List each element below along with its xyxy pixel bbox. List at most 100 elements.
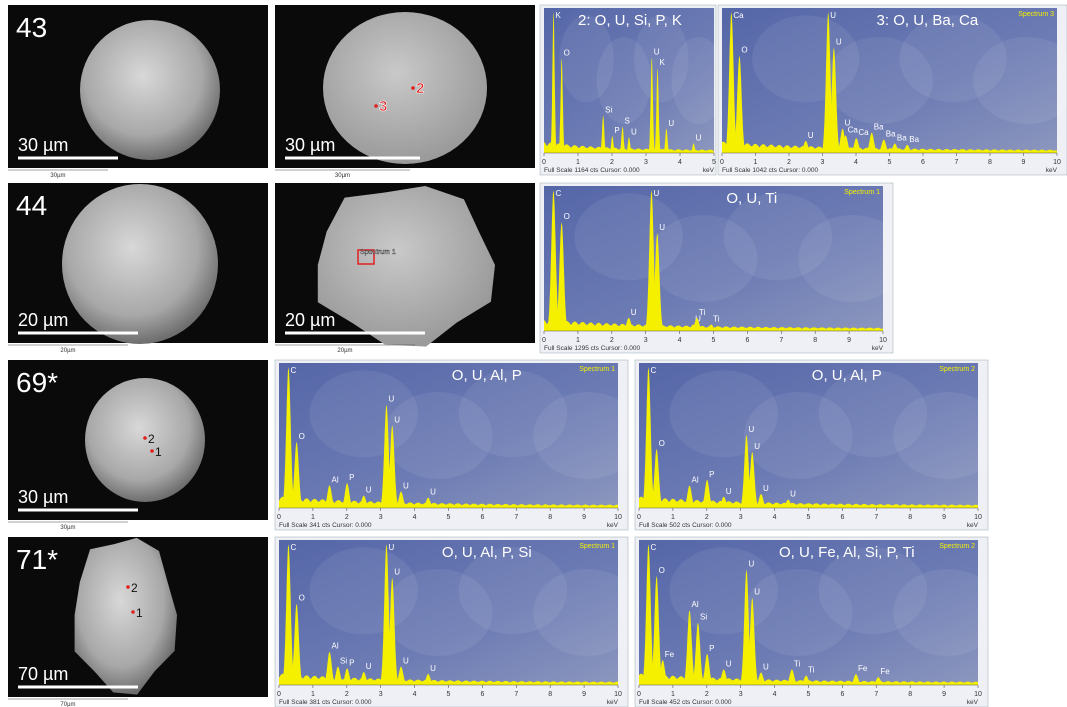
x-tick-label: 7 — [874, 691, 878, 698]
x-tick-label: 0 — [637, 691, 641, 698]
x-tick-label: 1 — [754, 159, 758, 166]
unit: keV — [1046, 167, 1058, 174]
x-tick-label: 4 — [678, 159, 682, 166]
peak-label: O — [659, 566, 665, 575]
x-tick-label: 9 — [582, 514, 586, 521]
peak-label: Ba — [909, 135, 919, 144]
spectrum-label: Spectrum 2 — [939, 543, 975, 550]
x-tick-label: 7 — [955, 159, 959, 166]
x-tick-label: 7 — [514, 691, 518, 698]
x-tick-label: 9 — [582, 691, 586, 698]
peak-label: P — [614, 126, 619, 135]
peak-label: O — [741, 46, 747, 55]
peak-label: U — [388, 543, 394, 552]
x-tick-label: 6 — [921, 159, 925, 166]
spectrum-label: Spectrum 1 — [579, 543, 615, 550]
x-tick-label: 1 — [576, 159, 580, 166]
x-tick-label: 5 — [807, 514, 811, 521]
spectrum-title: O, U, Al, P, Si — [442, 544, 532, 561]
x-tick-label: 1 — [311, 514, 315, 521]
x-tick-label: 3 — [821, 159, 825, 166]
spectrum-title: 3: O, U, Ba, Ca — [877, 12, 979, 29]
peak-label: Al — [692, 600, 699, 609]
peak-label: U — [394, 568, 400, 577]
marker-dot — [131, 610, 135, 614]
peak-label: U — [754, 588, 760, 597]
peak-label: Al — [332, 642, 339, 651]
peak-label: U — [366, 486, 372, 495]
x-tick-label: 6 — [840, 514, 844, 521]
peak-label: Ti — [808, 666, 815, 675]
x-tick-label: 4 — [678, 337, 682, 344]
particle — [80, 20, 220, 160]
x-tick-label: 5 — [712, 337, 716, 344]
peak-label: C — [290, 543, 296, 552]
peak-label: U — [836, 37, 842, 46]
x-tick-label: 0 — [542, 337, 546, 344]
spectrum-label: Spectrum 1 — [579, 366, 615, 373]
spectrum-label: Spectrum 1 — [844, 189, 880, 196]
x-tick-label: 1 — [576, 337, 580, 344]
peak-label: U — [763, 484, 769, 493]
peak-label: Ba — [886, 129, 896, 138]
x-tick-label: 7 — [779, 337, 783, 344]
peak-label: U — [653, 189, 659, 198]
peak-label: U — [366, 662, 372, 671]
x-tick-label: 10 — [1053, 159, 1061, 166]
sample-label: 69* — [16, 367, 58, 398]
x-tick-label: 10 — [974, 514, 982, 521]
peak-label: C — [650, 366, 656, 375]
x-tick-label: 10 — [879, 337, 887, 344]
peak-label: O — [299, 594, 305, 603]
caption: 20µm — [337, 348, 352, 354]
peak-label: Al — [332, 475, 339, 484]
x-tick-label: 3 — [739, 691, 743, 698]
peak-label: Ca — [848, 125, 859, 134]
peak-label: C — [650, 543, 656, 552]
footer: Full Scale 1042 cts Cursor: 0.000 — [722, 167, 818, 174]
x-tick-label: 0 — [277, 691, 281, 698]
unit: keV — [872, 345, 884, 352]
x-tick-label: 2 — [705, 514, 709, 521]
scale-label: 30 µm — [18, 135, 68, 155]
footer: Full Scale 452 cts Cursor: 0.000 — [639, 699, 732, 706]
peak-label: Ba — [874, 123, 884, 132]
footer: Full Scale 341 cts Cursor: 0.000 — [279, 522, 372, 529]
peak-label: Fe — [880, 667, 890, 676]
unit: keV — [607, 522, 619, 529]
peak-label: P — [709, 644, 714, 653]
caption: 30µm — [60, 525, 75, 531]
peak-label: U — [748, 425, 754, 434]
caption: 20µm — [60, 348, 75, 354]
x-tick-label: 0 — [542, 159, 546, 166]
x-tick-label: 3 — [644, 159, 648, 166]
particle — [323, 12, 487, 164]
x-tick-label: 4 — [773, 691, 777, 698]
marker-dot — [374, 104, 378, 108]
x-tick-label: 0 — [637, 514, 641, 521]
scale-label: 30 µm — [18, 487, 68, 507]
peak-label: U — [763, 663, 769, 672]
peak-label: U — [659, 223, 665, 232]
peak-label: U — [654, 47, 660, 56]
x-tick-label: 9 — [942, 691, 946, 698]
x-tick-label: 5 — [447, 514, 451, 521]
marker-label: Spectrum 1 — [360, 249, 396, 256]
x-tick-label: 2 — [345, 691, 349, 698]
sample-label: 71* — [16, 544, 58, 575]
x-tick-label: 8 — [813, 337, 817, 344]
x-tick-label: 4 — [413, 691, 417, 698]
peak-label: U — [726, 487, 732, 496]
marker-dot — [126, 585, 130, 589]
peak-label: U — [430, 664, 436, 673]
marker-dot — [143, 436, 147, 440]
peak-label: Ti — [699, 308, 706, 317]
marker-dot — [150, 449, 154, 453]
footer: Full Scale 381 cts Cursor: 0.000 — [279, 699, 372, 706]
particle — [85, 378, 205, 502]
peak-label: Ti — [713, 314, 720, 323]
x-tick-label: 9 — [942, 514, 946, 521]
x-tick-label: 8 — [908, 514, 912, 521]
bg-blob — [893, 569, 1001, 656]
sample-label: 44 — [16, 190, 47, 221]
